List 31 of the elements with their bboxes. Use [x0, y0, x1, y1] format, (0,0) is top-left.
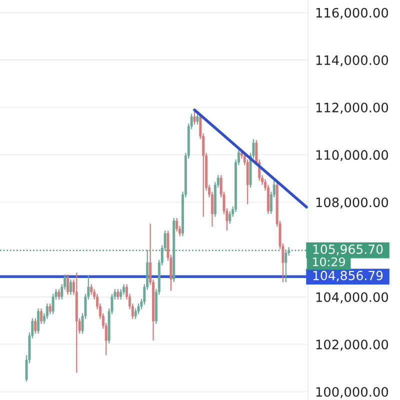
- y-tick-label: 116,000.00: [316, 8, 388, 19]
- y-tick-label: 110,000.00: [316, 150, 388, 162]
- candlestick: [48, 303, 52, 315]
- candlestick: [34, 318, 37, 334]
- candlestick: [40, 308, 43, 324]
- candlestick: [58, 288, 60, 300]
- candlestick: [90, 284, 93, 296]
- candlestick: [122, 284, 126, 296]
- candlestick: [134, 308, 137, 320]
- candlestick: [137, 303, 140, 315]
- y-tick-label: 112,000.00: [316, 102, 388, 114]
- y-tick-label: 108,000.00: [316, 197, 388, 209]
- candlestick: [69, 278, 72, 296]
- ref-line-label: 105,965.70: [313, 244, 383, 256]
- candlestick: [196, 113, 199, 125]
- text: 10:29: [313, 257, 345, 266]
- y-tick-label: 100,000.00: [316, 387, 388, 398]
- candlestick: [284, 249, 288, 283]
- y-tick-label: 102,000.00: [316, 340, 388, 351]
- candlestick: [246, 158, 249, 205]
- candlestick: [228, 210, 232, 224]
- candlestick: [116, 288, 120, 300]
- candlestick: [37, 308, 40, 334]
- candlestick: [176, 217, 178, 232]
- candlestick: [66, 274, 70, 296]
- ref-line-label: 104,856.79: [313, 270, 383, 282]
- y-tick-label: 104,000.00: [316, 292, 388, 304]
- y-tick-label: 114,000.00: [316, 55, 388, 66]
- candlestick: [193, 109, 196, 125]
- candlestick: [52, 293, 54, 315]
- candlestick: [46, 303, 48, 320]
